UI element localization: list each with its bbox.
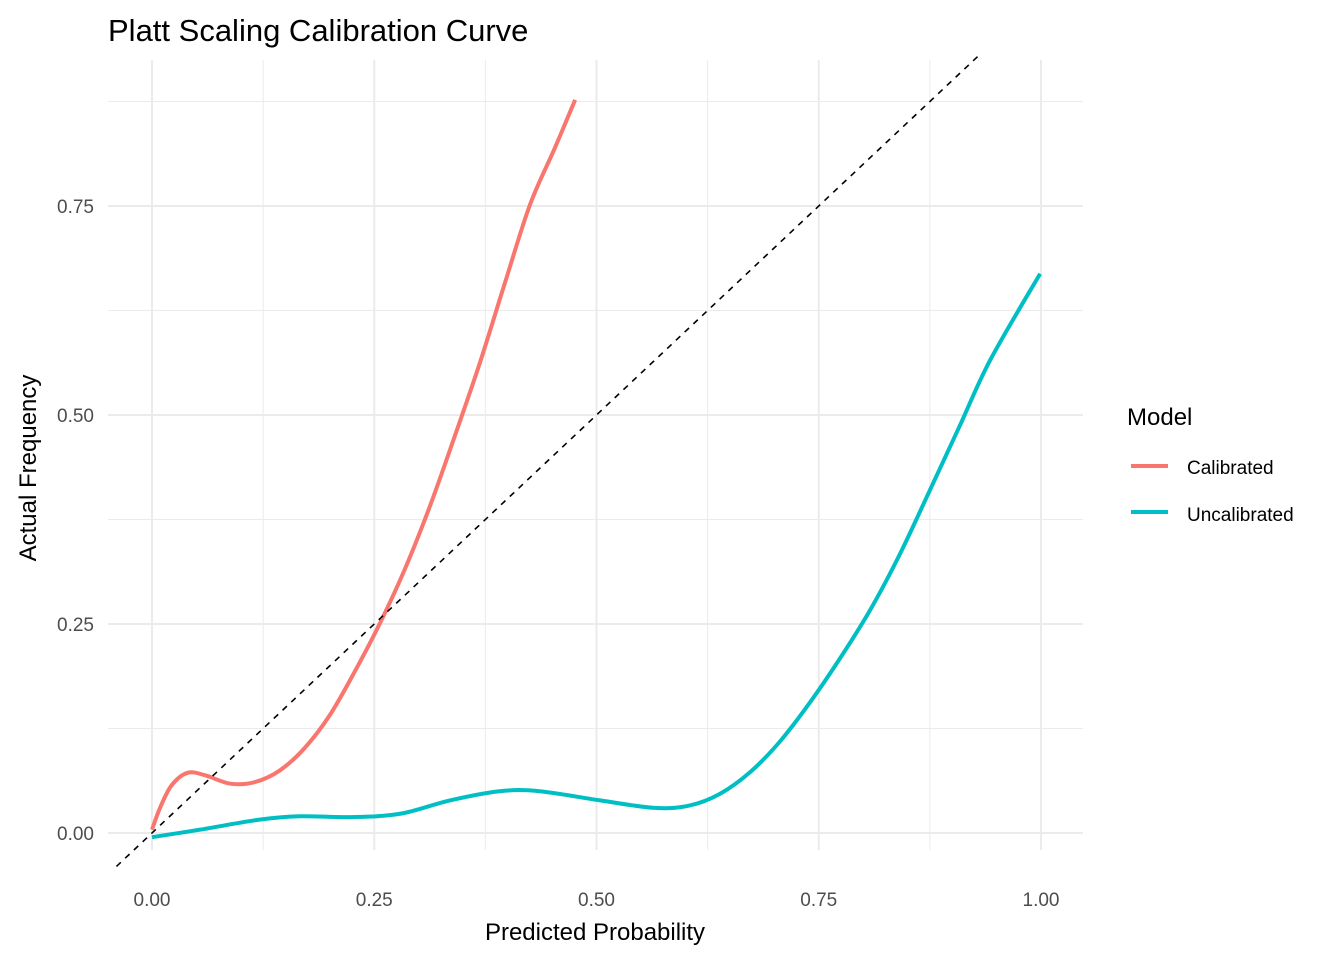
- legend-label-uncalibrated: Uncalibrated: [1187, 505, 1294, 526]
- y-tick-label: 0.75: [57, 197, 94, 218]
- x-tick-label: 0.50: [578, 890, 615, 911]
- reference-diagonal-line: [115, 54, 980, 868]
- series-line-uncalibrated: [151, 272, 1042, 840]
- x-tick-label: 0.75: [800, 890, 837, 911]
- y-axis-ticks: 0.00 0.25 0.50 0.75: [57, 197, 94, 845]
- x-axis-label: Predicted Probability: [485, 919, 705, 946]
- chart-title: Platt Scaling Calibration Curve: [108, 13, 528, 48]
- y-tick-label: 0.25: [57, 615, 94, 636]
- y-axis-label: Actual Frequency: [15, 375, 42, 562]
- legend-item-calibrated[interactable]: Calibrated: [1131, 458, 1274, 479]
- legend-label-calibrated: Calibrated: [1187, 458, 1274, 479]
- x-tick-label: 0.25: [356, 890, 393, 911]
- legend: Model Calibrated Uncalibrated: [1127, 404, 1294, 526]
- legend-item-uncalibrated[interactable]: Uncalibrated: [1131, 505, 1294, 526]
- series-line-calibrated: [150, 99, 578, 831]
- x-axis-ticks: 0.00 0.25 0.50 0.75 1.00: [134, 890, 1060, 911]
- series-layer: [150, 99, 1042, 840]
- x-tick-label: 0.00: [134, 890, 171, 911]
- y-tick-label: 0.00: [57, 824, 94, 845]
- legend-title: Model: [1127, 404, 1192, 431]
- x-tick-label: 1.00: [1023, 890, 1060, 911]
- y-tick-label: 0.50: [57, 406, 94, 427]
- major-gridlines: [108, 60, 1083, 850]
